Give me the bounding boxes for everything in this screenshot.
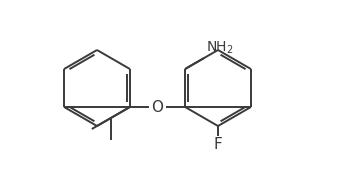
- Text: O: O: [151, 99, 164, 115]
- Text: NH$_2$: NH$_2$: [206, 40, 234, 56]
- Text: F: F: [214, 137, 222, 152]
